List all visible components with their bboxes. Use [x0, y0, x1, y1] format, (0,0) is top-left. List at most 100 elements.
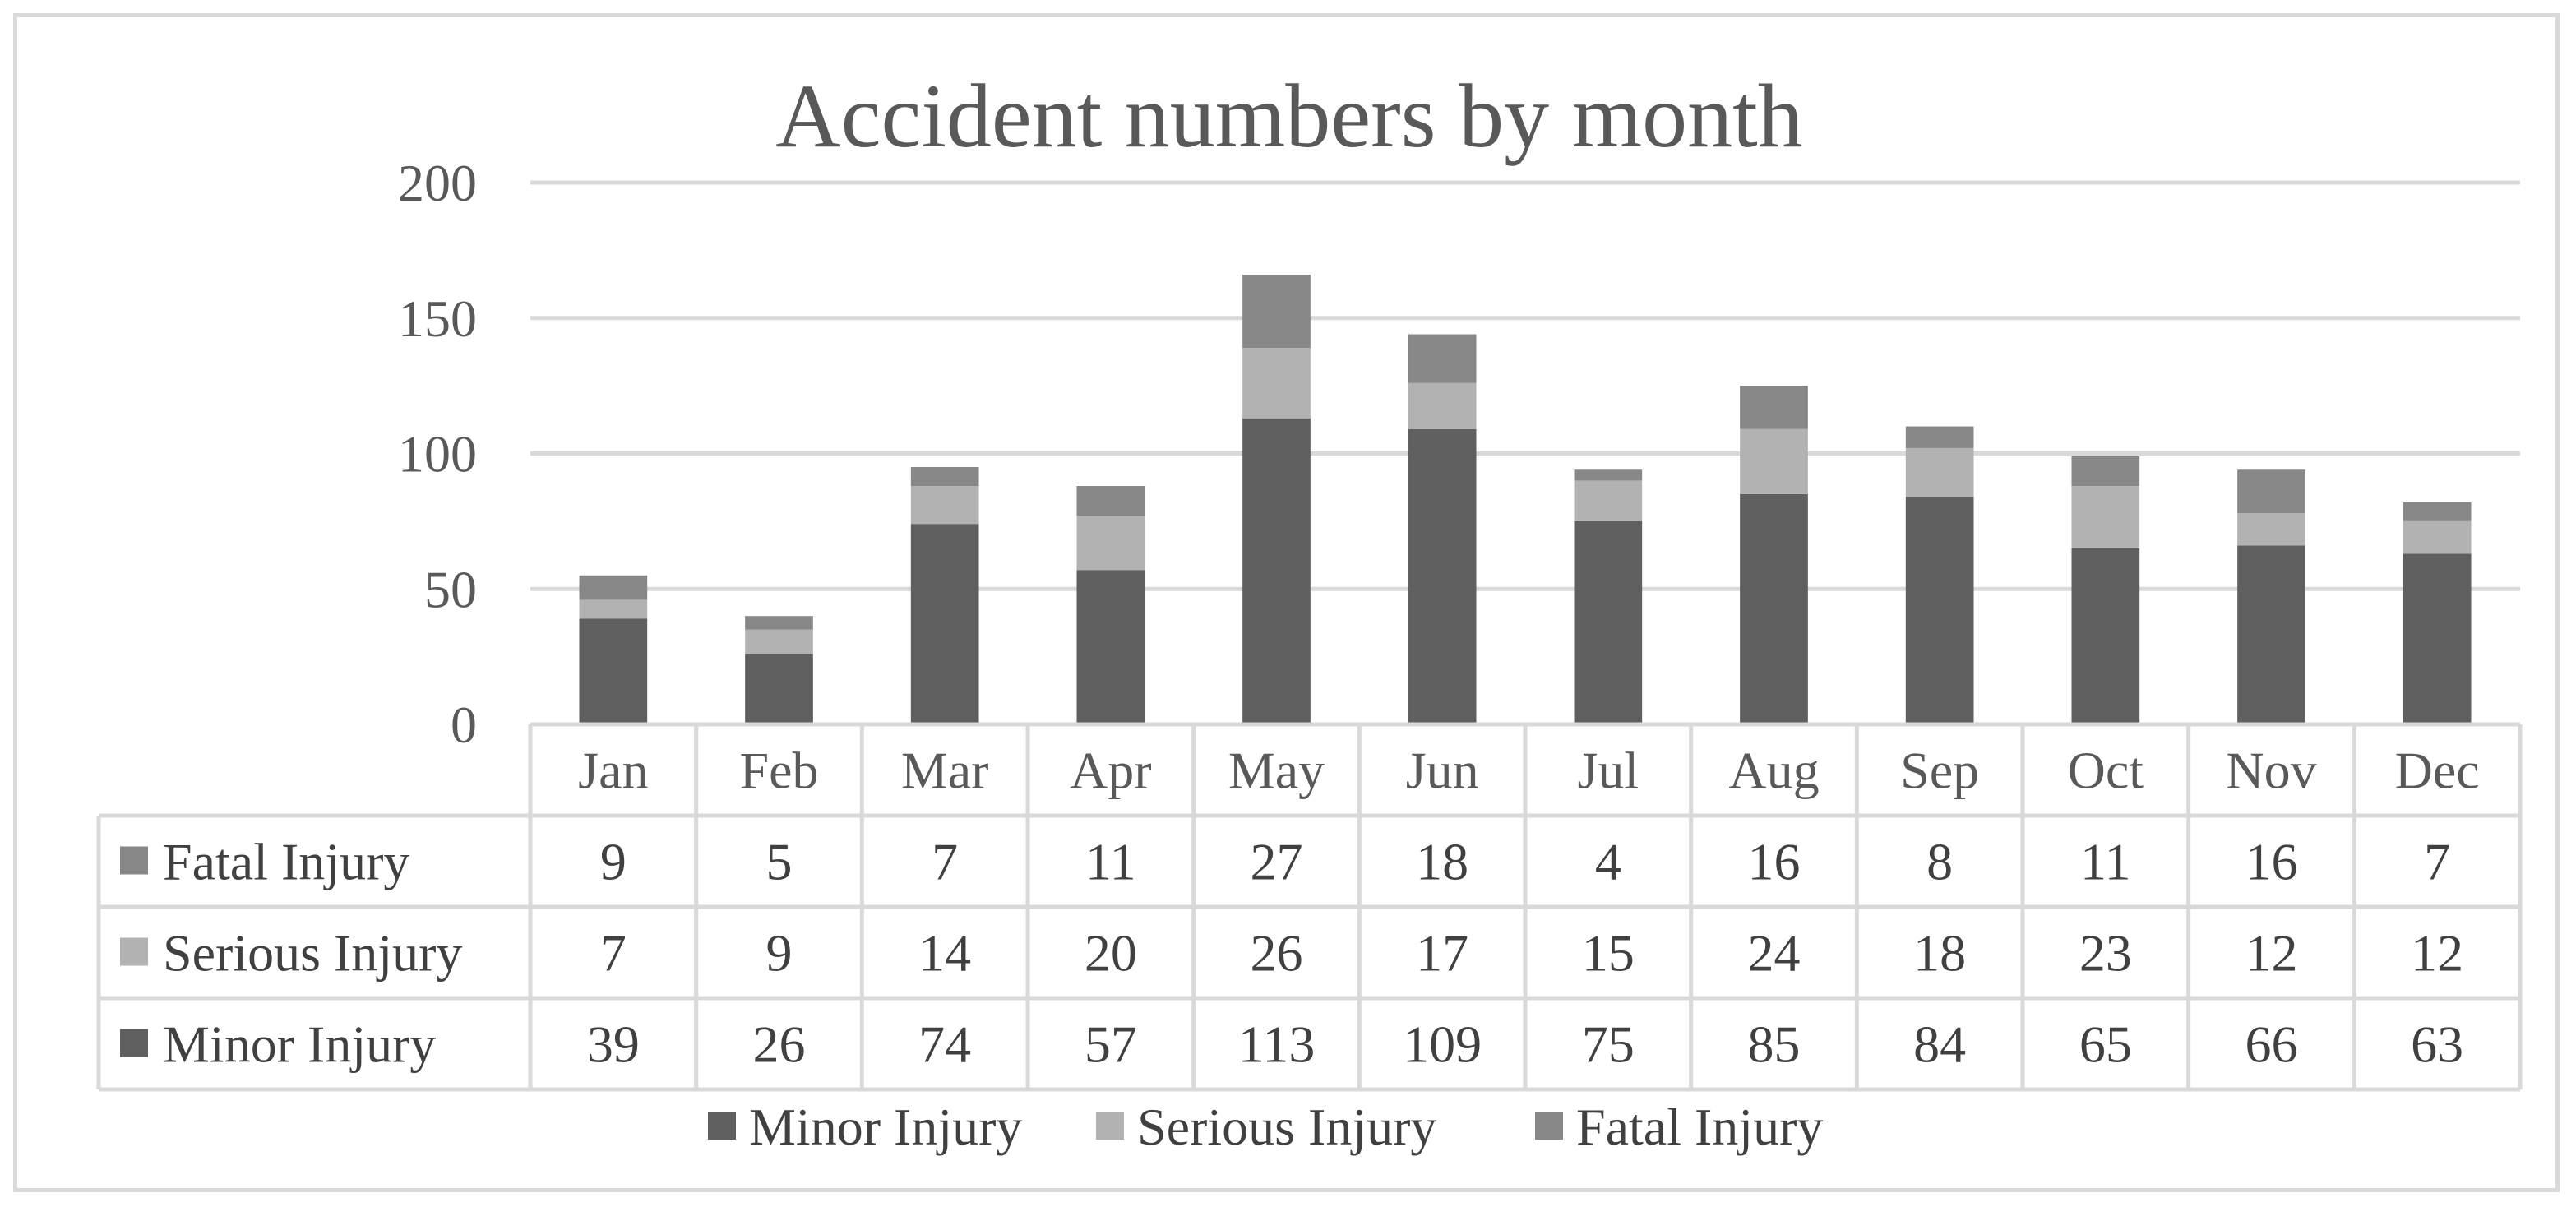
bar-fatal-injury	[1740, 386, 1808, 429]
bar-minor-injury	[2403, 553, 2472, 724]
bar-serious-injury	[1574, 480, 1643, 521]
table-cell-value: 18	[1913, 924, 1966, 983]
legend-key-fatal-injury	[1535, 1112, 1563, 1140]
x-tick-label: Feb	[740, 742, 819, 800]
legend-key-minor-injury	[708, 1112, 736, 1140]
gridlines	[530, 180, 2520, 591]
bar-minor-injury	[1905, 497, 1974, 724]
table-cell-value: 12	[2245, 924, 2298, 983]
table-cell-value: 12	[2411, 924, 2463, 983]
y-tick-label: 0	[451, 696, 477, 754]
bar-fatal-injury	[1076, 486, 1145, 516]
bar-minor-injury	[1408, 428, 1477, 724]
bar-fatal-injury	[910, 466, 979, 487]
table-cell-value: 9	[766, 924, 793, 983]
table-cell-value: 57	[1085, 1015, 1137, 1074]
table-cell-value: 8	[1926, 833, 1953, 891]
bar-fatal-injury	[1905, 426, 1974, 448]
x-tick-label: Oct	[2068, 742, 2144, 800]
bar-fatal-injury	[745, 616, 813, 630]
bar-fatal-injury	[2237, 469, 2305, 513]
table-cell-value: 18	[1416, 833, 1468, 891]
legend-label: Fatal Injury	[1576, 1098, 1823, 1156]
bar-serious-injury	[1076, 516, 1145, 571]
table-cell-value: 75	[1582, 1015, 1635, 1074]
bar-minor-injury	[2071, 548, 2140, 724]
table-cell-value: 113	[1238, 1015, 1316, 1074]
bar-minor-injury	[745, 654, 813, 724]
bar-fatal-injury	[1242, 275, 1311, 348]
table-cell-value: 20	[1085, 924, 1137, 983]
y-tick-label: 200	[398, 154, 477, 212]
bar-serious-injury	[1408, 382, 1477, 429]
table-cell-value: 24	[1748, 924, 1801, 983]
legend: Minor Injury Serious Injury Fatal Injury	[708, 1098, 1823, 1156]
x-tick-label: Dec	[2395, 742, 2480, 800]
y-tick-label: 100	[398, 425, 477, 483]
table-cell-value: 26	[1251, 924, 1303, 983]
bar-minor-injury	[910, 524, 979, 724]
legend-label: Minor Injury	[749, 1098, 1022, 1156]
table-cell-value: 7	[600, 924, 627, 983]
table-cell-value: 15	[1582, 924, 1635, 983]
bar-fatal-injury	[1408, 334, 1477, 383]
y-tick-label: 150	[398, 289, 477, 348]
table-legend-key-fatal-injury	[120, 846, 148, 875]
table-legend-key-minor-injury	[120, 1029, 148, 1057]
bar-fatal-injury	[2403, 502, 2472, 521]
table-cell-value: 27	[1251, 833, 1303, 891]
table-row-label: Serious Injury	[163, 924, 462, 983]
x-tick-label: Jan	[578, 742, 648, 800]
bar-minor-injury	[1242, 418, 1311, 724]
bar-serious-injury	[745, 629, 813, 654]
table-cell-value: 66	[2245, 1015, 2298, 1074]
table-row-label: Minor Injury	[163, 1015, 436, 1074]
table-cell-value: 23	[2079, 924, 2132, 983]
bars	[579, 275, 2472, 724]
table-cell-value: 63	[2411, 1015, 2463, 1074]
table-cell-value: 4	[1595, 833, 1621, 891]
bar-fatal-injury	[579, 575, 648, 600]
table-cell-value: 7	[932, 833, 958, 891]
bar-serious-injury	[1740, 428, 1808, 494]
table-cell-value: 17	[1416, 924, 1468, 983]
table-cell-value: 26	[753, 1015, 806, 1074]
legend-label: Serious Injury	[1137, 1098, 1436, 1156]
table-cell-value: 7	[2424, 833, 2450, 891]
x-tick-label: Aug	[1728, 742, 1819, 800]
table-cell-value: 14	[918, 924, 971, 983]
chart-title: Accident numbers by month	[775, 66, 1802, 166]
x-tick-label: Jun	[1406, 742, 1479, 800]
bar-serious-injury	[1242, 347, 1311, 419]
data-table: Jan Feb Mar Apr May Jun Jul Aug Sep Oct Nov Dec Fata…	[96, 722, 2523, 1092]
table-cell-value: 65	[2079, 1015, 2132, 1074]
table-row-label: Fatal Injury	[163, 833, 409, 891]
y-tick-label: 50	[424, 560, 477, 618]
x-tick-label: Jul	[1577, 742, 1639, 800]
x-tick-label: Apr	[1070, 742, 1152, 800]
table-cell-value: 16	[1748, 833, 1801, 891]
table-cell-value: 11	[2080, 833, 2131, 891]
bar-serious-injury	[910, 486, 979, 525]
table-cell-value: 84	[1913, 1015, 1966, 1074]
table-legend-key-serious-injury	[120, 937, 148, 966]
table-cell-value: 16	[2245, 833, 2298, 891]
bar-fatal-injury	[1574, 469, 1643, 481]
bar-fatal-injury	[2071, 456, 2140, 487]
x-tick-label: Nov	[2226, 742, 2316, 800]
bar-serious-injury	[1905, 447, 1974, 497]
table-cell-value: 85	[1748, 1015, 1801, 1074]
table-cell-value: 109	[1403, 1015, 1482, 1074]
bar-minor-injury	[1574, 520, 1643, 724]
x-tick-label: Sep	[1900, 742, 1979, 800]
bar-minor-injury	[1076, 570, 1145, 724]
table-cell-value: 74	[918, 1015, 971, 1074]
table-cell-value: 39	[587, 1015, 640, 1074]
bar-minor-injury	[579, 618, 648, 724]
bar-serious-injury	[2403, 520, 2472, 554]
bar-minor-injury	[1740, 493, 1808, 724]
bar-serious-injury	[2237, 512, 2305, 546]
legend-key-serious-injury	[1096, 1112, 1124, 1140]
table-cell-value: 9	[600, 833, 627, 891]
